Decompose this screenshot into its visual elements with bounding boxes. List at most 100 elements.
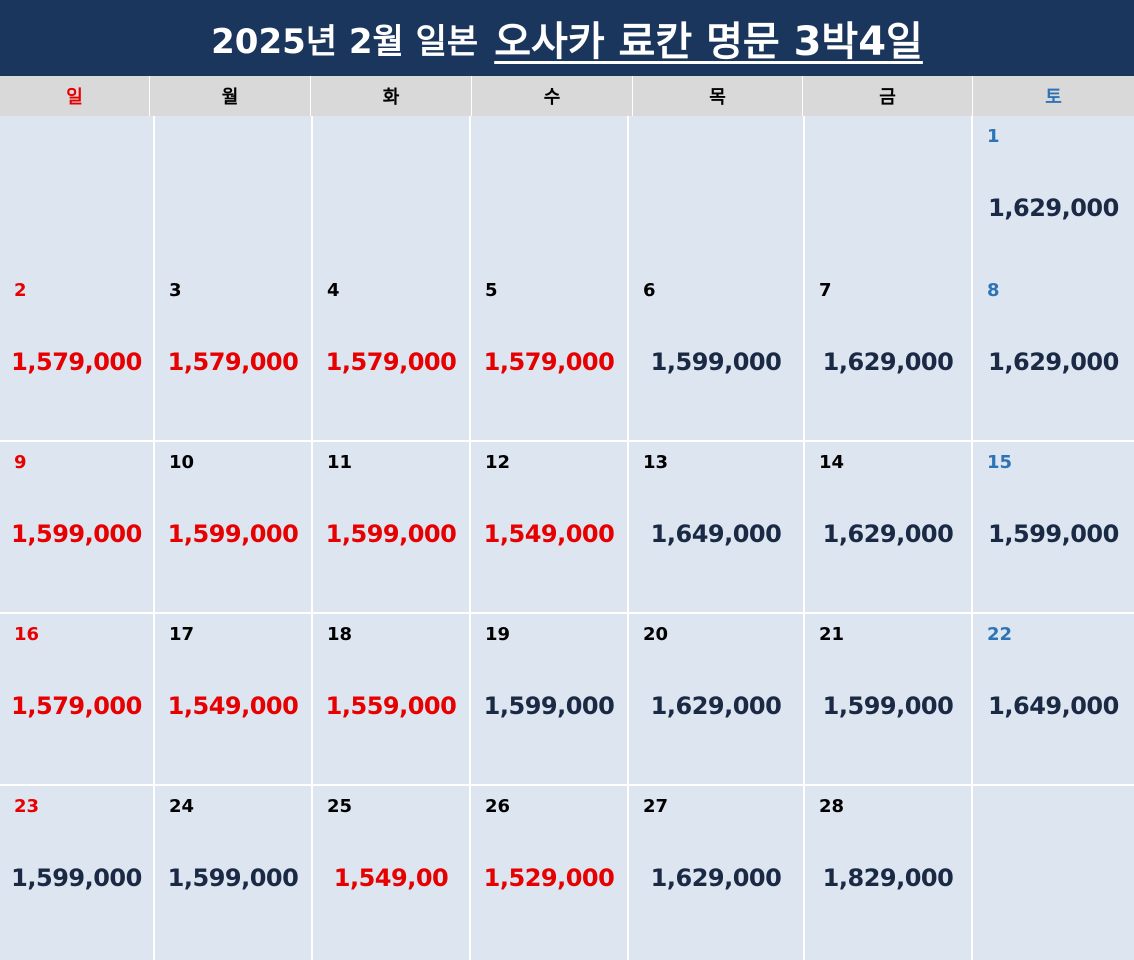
day-number: 21 xyxy=(819,624,845,645)
day-cell: 15 1,599,000 xyxy=(973,442,1134,612)
day-number: 7 xyxy=(819,280,832,301)
week-row: 9 1,599,000 10 1,599,000 11 1,599,000 12 1,5… xyxy=(0,442,1134,612)
day-cell: 13 1,649,000 xyxy=(629,442,805,612)
day-price: 1,599,000 xyxy=(822,692,954,720)
day-cell: 18 1,559,000 xyxy=(313,614,471,784)
day-cell: 17 1,549,000 xyxy=(155,614,313,784)
title-date: 2025년 2월 일본 xyxy=(211,21,479,62)
day-number: 28 xyxy=(819,796,845,817)
day-number: 25 xyxy=(327,796,353,817)
day-cell: 24 1,599,000 xyxy=(155,786,313,960)
day-cell xyxy=(155,116,313,286)
day-cell xyxy=(0,116,155,286)
day-cell: 28 1,829,000 xyxy=(805,786,973,960)
day-cell: 14 1,629,000 xyxy=(805,442,973,612)
day-price: 1,599,000 xyxy=(11,520,142,548)
day-cell: 21 1,599,000 xyxy=(805,614,973,784)
day-number: 27 xyxy=(643,796,669,817)
day-number: 10 xyxy=(169,452,195,473)
week-row: 16 1,579,000 17 1,549,000 18 1,559,000 19 1,… xyxy=(0,614,1134,784)
day-number: 6 xyxy=(643,280,656,301)
day-number: 1 xyxy=(987,126,1000,147)
day-price: 1,599,000 xyxy=(167,864,299,892)
day-cell xyxy=(471,116,629,286)
day-number: 5 xyxy=(485,280,498,301)
day-cell: 27 1,629,000 xyxy=(629,786,805,960)
day-number: 16 xyxy=(14,624,40,645)
day-cell: 8 1,629,000 xyxy=(973,270,1134,440)
day-price: 1,629,000 xyxy=(650,864,782,892)
day-number: 18 xyxy=(327,624,353,645)
day-price: 1,829,000 xyxy=(822,864,954,892)
day-number: 22 xyxy=(987,624,1013,645)
day-cell: 26 1,529,000 xyxy=(471,786,629,960)
day-price: 1,629,000 xyxy=(822,348,954,376)
day-price: 1,559,000 xyxy=(325,692,457,720)
week-row: 1 1,629,000 xyxy=(0,116,1134,286)
day-cell: 11 1,599,000 xyxy=(313,442,471,612)
day-number: 4 xyxy=(327,280,340,301)
day-cell: 4 1,579,000 xyxy=(313,270,471,440)
day-price: 1,599,000 xyxy=(167,520,299,548)
day-price: 1,599,000 xyxy=(483,692,615,720)
day-price: 1,579,000 xyxy=(483,348,615,376)
day-cell: 7 1,629,000 xyxy=(805,270,973,440)
day-price: 1,549,000 xyxy=(483,520,615,548)
weekday-header-row: 일 월 화 수 목 금 토 xyxy=(0,76,1134,116)
weekday-saturday: 토 xyxy=(1045,87,1062,108)
week-row: 23 1,599,000 24 1,599,000 25 1,549,00 26 1,5… xyxy=(0,786,1134,960)
day-cell: 23 1,599,000 xyxy=(0,786,155,960)
week-row: 2 1,579,000 3 1,579,000 4 1,579,000 5 1,579,… xyxy=(0,270,1134,440)
day-cell: 1 1,629,000 xyxy=(973,116,1134,286)
day-cell: 16 1,579,000 xyxy=(0,614,155,784)
day-price: 1,529,000 xyxy=(483,864,615,892)
day-cell: 20 1,629,000 xyxy=(629,614,805,784)
day-cell xyxy=(973,786,1134,960)
day-cell: 19 1,599,000 xyxy=(471,614,629,784)
day-number: 23 xyxy=(14,796,40,817)
title-bar: 2025년 2월 일본 오사카 료칸 명문 3박4일 xyxy=(0,0,1134,76)
weekday-friday: 금 xyxy=(803,76,973,116)
day-number: 8 xyxy=(987,280,1000,301)
day-number: 2 xyxy=(14,280,27,301)
day-number: 12 xyxy=(485,452,511,473)
day-number: 3 xyxy=(169,280,182,301)
day-price: 1,549,000 xyxy=(167,692,299,720)
day-number: 26 xyxy=(485,796,511,817)
day-cell: 2 1,579,000 xyxy=(0,270,155,440)
day-cell: 12 1,549,000 xyxy=(471,442,629,612)
day-cell: 10 1,599,000 xyxy=(155,442,313,612)
day-price: 1,649,000 xyxy=(988,692,1119,720)
day-cell: 25 1,549,00 xyxy=(313,786,471,960)
day-number: 17 xyxy=(169,624,195,645)
day-price: 1,579,000 xyxy=(325,348,457,376)
day-cell xyxy=(629,116,805,286)
day-price: 1,629,000 xyxy=(822,520,954,548)
day-number: 9 xyxy=(14,452,27,473)
day-price: 1,629,000 xyxy=(988,348,1119,376)
weekday-thursday: 목 xyxy=(633,76,803,116)
day-price: 1,649,000 xyxy=(650,520,782,548)
day-price: 1,579,000 xyxy=(11,692,142,720)
day-cell: 9 1,599,000 xyxy=(0,442,155,612)
day-cell: 5 1,579,000 xyxy=(471,270,629,440)
weekday-monday: 월 xyxy=(150,76,311,116)
day-number: 19 xyxy=(485,624,511,645)
day-price: 1,629,000 xyxy=(988,194,1119,222)
day-number: 15 xyxy=(987,452,1013,473)
day-cell: 6 1,599,000 xyxy=(629,270,805,440)
day-cell xyxy=(805,116,973,286)
day-number: 11 xyxy=(327,452,353,473)
day-cell: 3 1,579,000 xyxy=(155,270,313,440)
day-price: 1,579,000 xyxy=(11,348,142,376)
weekday-wednesday: 수 xyxy=(472,76,633,116)
day-price: 1,599,000 xyxy=(988,520,1119,548)
day-cell: 22 1,649,000 xyxy=(973,614,1134,784)
calendar-grid: 1 1,629,000 2 1,579,000 3 1,579,000 4 1,579,… xyxy=(0,116,1134,960)
weekday-sunday: 일 xyxy=(0,76,150,116)
day-number: 14 xyxy=(819,452,845,473)
weekday-tuesday: 화 xyxy=(311,76,472,116)
day-number: 20 xyxy=(643,624,669,645)
day-price: 1,549,00 xyxy=(333,864,449,892)
